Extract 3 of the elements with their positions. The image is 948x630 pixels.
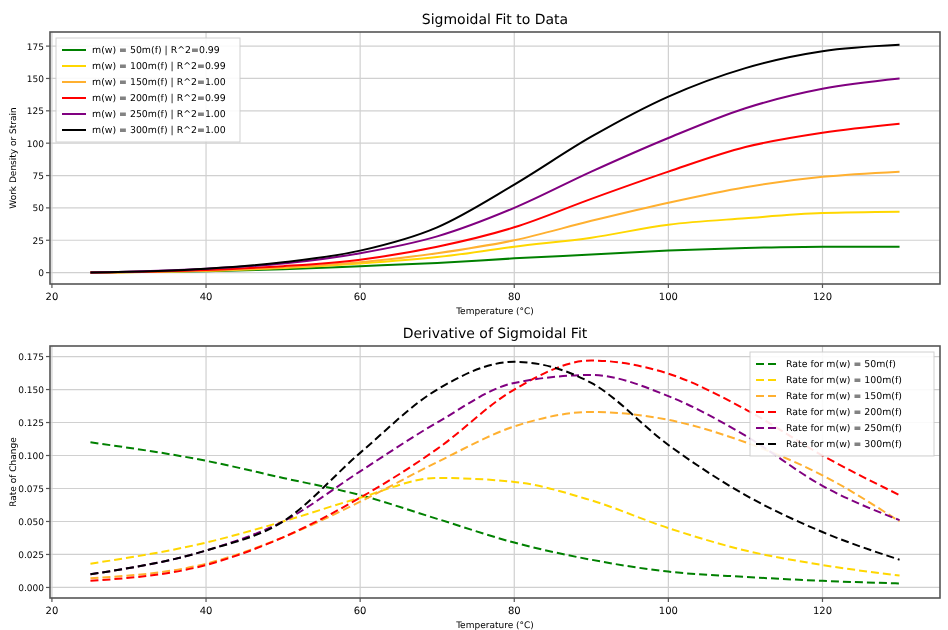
- line-series: [89, 441, 901, 585]
- line-series: [89, 410, 901, 580]
- line-series: [89, 476, 901, 577]
